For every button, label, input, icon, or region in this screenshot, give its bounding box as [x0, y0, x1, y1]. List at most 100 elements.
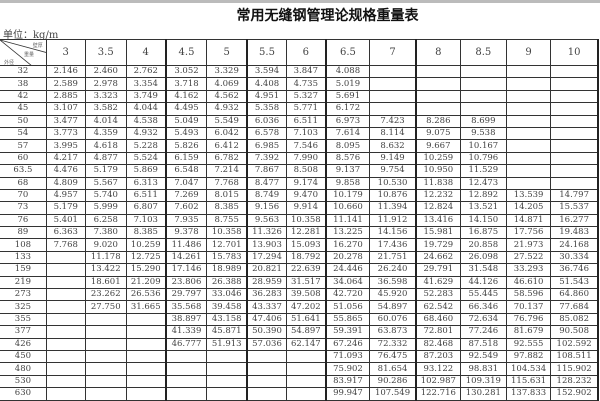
weight-cell: 24.662	[415, 250, 461, 265]
weight-cell	[125, 374, 167, 389]
weight-cell: 6.807	[125, 201, 167, 215]
weight-cell: 7.380	[84, 226, 127, 240]
weight-cell: 54.897	[369, 300, 417, 314]
weight-cell: 36.283	[246, 288, 287, 302]
weight-cell: 5.740	[84, 188, 127, 203]
weight-cell	[550, 89, 600, 104]
weight-cell: 51.913	[206, 337, 249, 352]
weight-cell: 24.446	[325, 263, 371, 277]
weight-cell: 58.596	[505, 288, 552, 302]
weight-cell: 10.358	[206, 226, 249, 240]
weight-cell	[246, 349, 287, 364]
weight-cell: 9.563	[246, 213, 287, 228]
outer-diameter-cell: 480	[0, 362, 47, 376]
outer-diameter-cell: 159	[0, 263, 47, 277]
weight-cell: 5.567	[84, 176, 127, 190]
column-header: 10	[550, 39, 600, 66]
column-header: 8	[415, 39, 461, 66]
column-header: 9	[505, 39, 552, 66]
weight-cell: 12.725	[125, 250, 167, 265]
weight-cell: 11.141	[325, 213, 371, 228]
weight-cell	[505, 77, 552, 91]
weight-cell: 50.390	[246, 325, 287, 339]
weight-cell: 11.912	[369, 213, 417, 228]
weight-cell: 51.641	[285, 312, 327, 327]
weight-cell: 7.214	[206, 164, 249, 178]
weight-cell: 21.209	[125, 275, 167, 290]
column-header: 8.5	[459, 39, 507, 66]
table-row: 60 4.217 4.877 5.524 6.159 6.782 7.392 7.990 8.5…	[0, 151, 600, 166]
weight-cell: 6.172	[325, 102, 371, 116]
weight-cell: 98.831	[459, 362, 507, 376]
weight-cell: 5.401	[45, 213, 86, 228]
weight-cell: 6.511	[125, 188, 167, 203]
outer-diameter-cell: 355	[0, 312, 47, 327]
weight-cell: 5.358	[246, 102, 287, 116]
weight-cell: 128.232	[550, 374, 600, 389]
weight-cell	[505, 151, 552, 166]
weight-cell: 12.824	[415, 201, 461, 215]
weight-cell: 152.902	[550, 387, 600, 401]
weight-cell: 7.614	[325, 126, 371, 141]
weight-cell: 7.392	[246, 151, 287, 166]
weight-cell	[550, 77, 600, 91]
weight-cell: 3.323	[84, 89, 127, 104]
weight-cell: 11.394	[369, 201, 417, 215]
weight-cell: 13.903	[246, 238, 287, 252]
weight-cell: 9.858	[325, 176, 371, 190]
weight-cell	[206, 349, 249, 364]
weight-cell: 46.610	[505, 275, 552, 290]
weight-cell: 109.319	[459, 374, 507, 389]
weight-cell: 4.217	[45, 151, 86, 166]
unit-label: 单位：kg/m	[3, 30, 59, 41]
table-row: 426 46.777 51.913 57.036 62.147 67.246 72.332 8…	[0, 337, 600, 352]
weight-cell: 55.865	[325, 312, 371, 327]
weight-cell: 14.261	[165, 250, 208, 265]
weight-cell: 7.546	[285, 139, 327, 153]
weight-cell	[505, 164, 552, 178]
weight-cell	[206, 387, 249, 401]
weight-cell: 26.536	[125, 288, 167, 302]
weight-cell	[165, 349, 208, 364]
weight-cell: 10.876	[369, 188, 417, 203]
weight-cell: 14.797	[550, 188, 600, 203]
weight-cell: 43.337	[246, 300, 287, 314]
weight-cell: 8.015	[206, 188, 249, 203]
outer-diameter-cell: 76	[0, 213, 47, 228]
weight-cell	[45, 362, 86, 376]
weight-cell: 59.391	[325, 325, 371, 339]
weight-cell: 7.103	[125, 213, 167, 228]
weight-cell: 6.973	[325, 114, 371, 128]
weight-cell	[84, 387, 127, 401]
weight-cell: 12.892	[459, 188, 507, 203]
weight-cell: 9.538	[459, 126, 507, 141]
weight-cell	[285, 362, 327, 376]
weight-cell: 10.259	[125, 238, 167, 252]
weight-cell: 3.582	[84, 102, 127, 116]
weight-cell: 57.036	[246, 337, 287, 352]
weight-cell: 55.445	[459, 288, 507, 302]
weight-cell: 5.019	[325, 77, 371, 91]
weight-cell: 42.720	[325, 288, 371, 302]
weight-cell: 14.156	[369, 226, 417, 240]
weight-cell: 8.632	[369, 139, 417, 153]
weight-cell	[45, 325, 86, 339]
weight-cell	[84, 325, 127, 339]
outer-diameter-cell: 530	[0, 374, 47, 389]
weight-cell: 9.914	[285, 201, 327, 215]
weight-cell: 5.049	[165, 114, 208, 128]
weight-cell	[550, 126, 600, 141]
top-border	[0, 0, 600, 3]
table-row: 133 11.178 12.725 14.261 15.783 17.294 18.792 2…	[0, 250, 600, 265]
weight-cell: 4.162	[165, 89, 208, 104]
weight-cell: 67.246	[325, 337, 371, 352]
outer-diameter-cell: 50	[0, 114, 47, 128]
table-row: 273 23.262 26.536 29.797 33.046 36.283 39.508 4…	[0, 288, 600, 302]
weight-cell: 6.782	[206, 151, 249, 166]
weight-cell: 8.477	[246, 176, 287, 190]
column-header: 5	[206, 39, 249, 66]
outer-diameter-cell: 38	[0, 77, 47, 91]
column-header: 3.5	[84, 39, 127, 66]
weight-cell: 6.036	[246, 114, 287, 128]
weight-cell	[505, 176, 552, 190]
